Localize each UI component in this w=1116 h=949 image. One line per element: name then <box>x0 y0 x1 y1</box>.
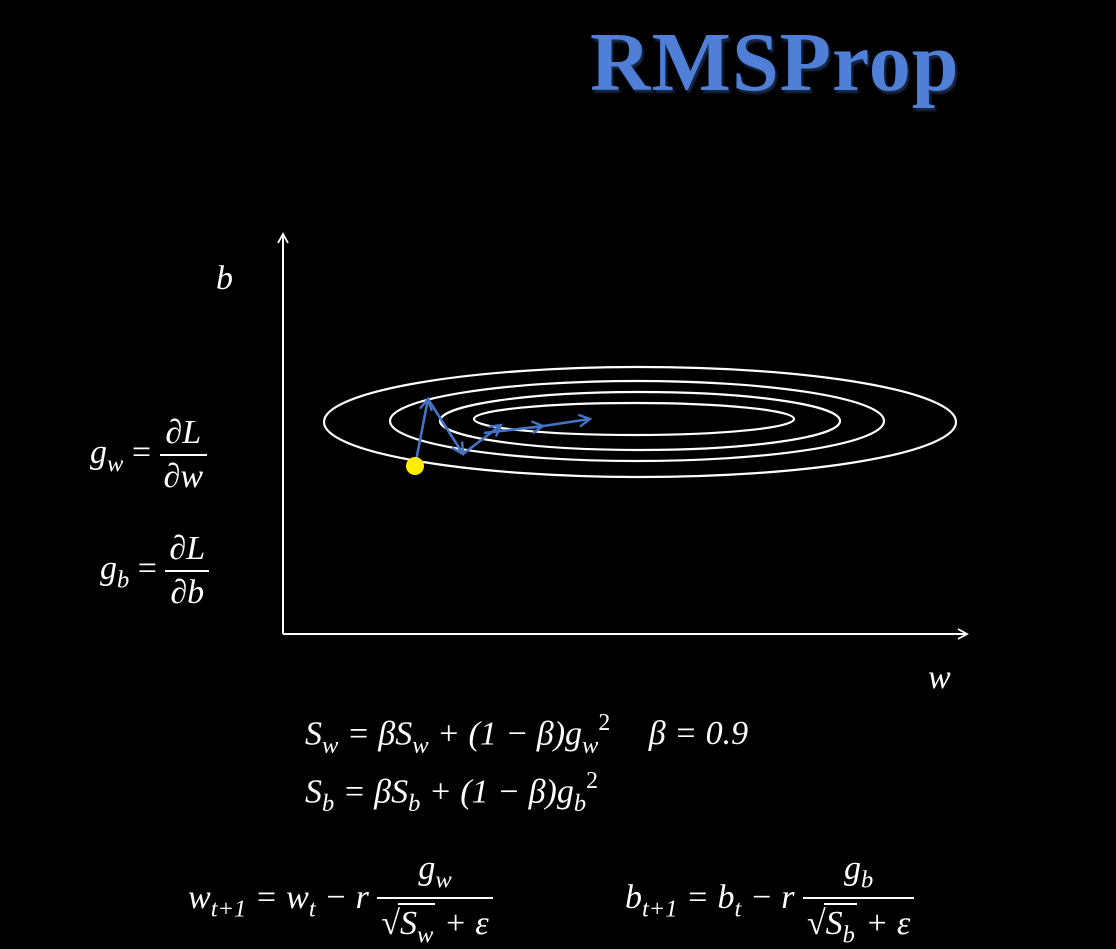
gw-subscript: w <box>107 450 124 478</box>
gw-equals: = <box>131 433 152 471</box>
b-step-equation: bt+1 = bt − r gb √Sb + ε <box>625 852 915 949</box>
w-sqrt-body: Sw <box>398 903 436 949</box>
b-num-g: g <box>844 850 861 887</box>
w-num-sub: w <box>435 866 452 894</box>
contour-2 <box>438 390 842 452</box>
w-step-equation: wt+1 = wt − r gw √Sw + ε <box>188 852 493 948</box>
w-step-fraction: gw √Sw + ε <box>377 852 493 949</box>
w-step-minus: − r <box>315 878 369 916</box>
sw-mid-sub: w <box>412 731 429 759</box>
contour-inner <box>472 401 796 437</box>
gradient-w-equation: gw = ∂L ∂w <box>90 416 207 494</box>
sb-mid: = βS <box>334 773 409 811</box>
sw-update-equation: Sw = βSw + (1 − β)gw2 β = 0.9 <box>305 710 749 759</box>
contour-3 <box>388 379 886 463</box>
x-axis-label: w <box>928 659 951 696</box>
gb-subscript: b <box>117 566 130 594</box>
sqrt-icon: √ <box>807 905 826 943</box>
gradient-b-equation: gb = ∂L ∂b <box>100 530 210 610</box>
w-step-denominator: √Sw + ε <box>377 897 493 949</box>
gb-denominator: ∂b <box>165 570 210 610</box>
b-step-mid: = b <box>677 878 735 916</box>
gw-fraction: ∂L ∂w <box>159 414 207 494</box>
gw-symbol: g <box>90 433 107 471</box>
w-den-rest: + ε <box>435 905 489 943</box>
start-point <box>406 457 424 475</box>
path-step-1 <box>413 399 428 467</box>
w-den-s: S <box>400 905 418 943</box>
b-step-fraction: gb √Sb + ε <box>803 852 915 949</box>
gb-equals: = <box>137 549 157 587</box>
gw-numerator: ∂L <box>165 414 202 451</box>
b-step-minus: − r <box>741 878 795 916</box>
b-num-sub: b <box>861 866 874 894</box>
sb-lhs: S <box>305 773 322 811</box>
gw-denominator: ∂w <box>159 454 207 494</box>
slide-title: RMSProp <box>590 16 960 109</box>
gb-symbol: g <box>100 549 117 587</box>
b-den-sub: b <box>842 921 855 949</box>
sw-g-sub: w <box>582 731 599 759</box>
w-step-mid-sub: t <box>308 895 316 923</box>
w-step-lhs: w <box>188 878 211 916</box>
path-step-5 <box>529 419 590 430</box>
sw-rest: + (1 − β)g <box>428 715 583 753</box>
sb-rest: + (1 − β)g <box>420 773 574 811</box>
beta-value: β = 0.9 <box>648 715 749 753</box>
w-step-lhs-sub: t+1 <box>210 895 247 923</box>
optimization-path <box>413 398 590 467</box>
b-step-lhs-sub: t+1 <box>642 895 678 923</box>
b-den-s: S <box>825 905 843 943</box>
b-step-denominator: √Sb + ε <box>803 897 915 949</box>
sb-mid-sub: b <box>408 789 421 817</box>
sw-lhs: S <box>305 715 322 753</box>
y-axis-label: b <box>216 260 233 297</box>
b-step-lhs: b <box>625 878 642 916</box>
w-step-numerator: gw <box>377 852 492 897</box>
w-den-sub: w <box>417 921 434 949</box>
b-sqrt-body: Sb <box>823 903 857 949</box>
b-den-rest: + ε <box>856 905 911 943</box>
contour-outer <box>322 365 958 479</box>
sqrt-icon: √ <box>381 905 401 943</box>
sb-g-sub: b <box>573 789 587 817</box>
sb-power: 2 <box>586 768 598 794</box>
b-step-mid-sub: t <box>734 895 742 923</box>
w-num-g: g <box>418 850 436 887</box>
sw-mid: = βS <box>338 715 413 753</box>
sb-lhs-sub: b <box>322 789 335 817</box>
gb-numerator: ∂L <box>169 530 206 567</box>
b-step-numerator: gb <box>803 852 914 897</box>
path-step-3 <box>462 425 501 456</box>
gb-fraction: ∂L ∂b <box>165 530 210 610</box>
sw-power: 2 <box>598 710 611 736</box>
path-step-2 <box>426 398 463 454</box>
w-step-mid: = w <box>246 878 309 916</box>
sb-update-equation: Sb = βSb + (1 − β)gb2 <box>305 768 598 817</box>
sw-lhs-sub: w <box>322 731 339 759</box>
